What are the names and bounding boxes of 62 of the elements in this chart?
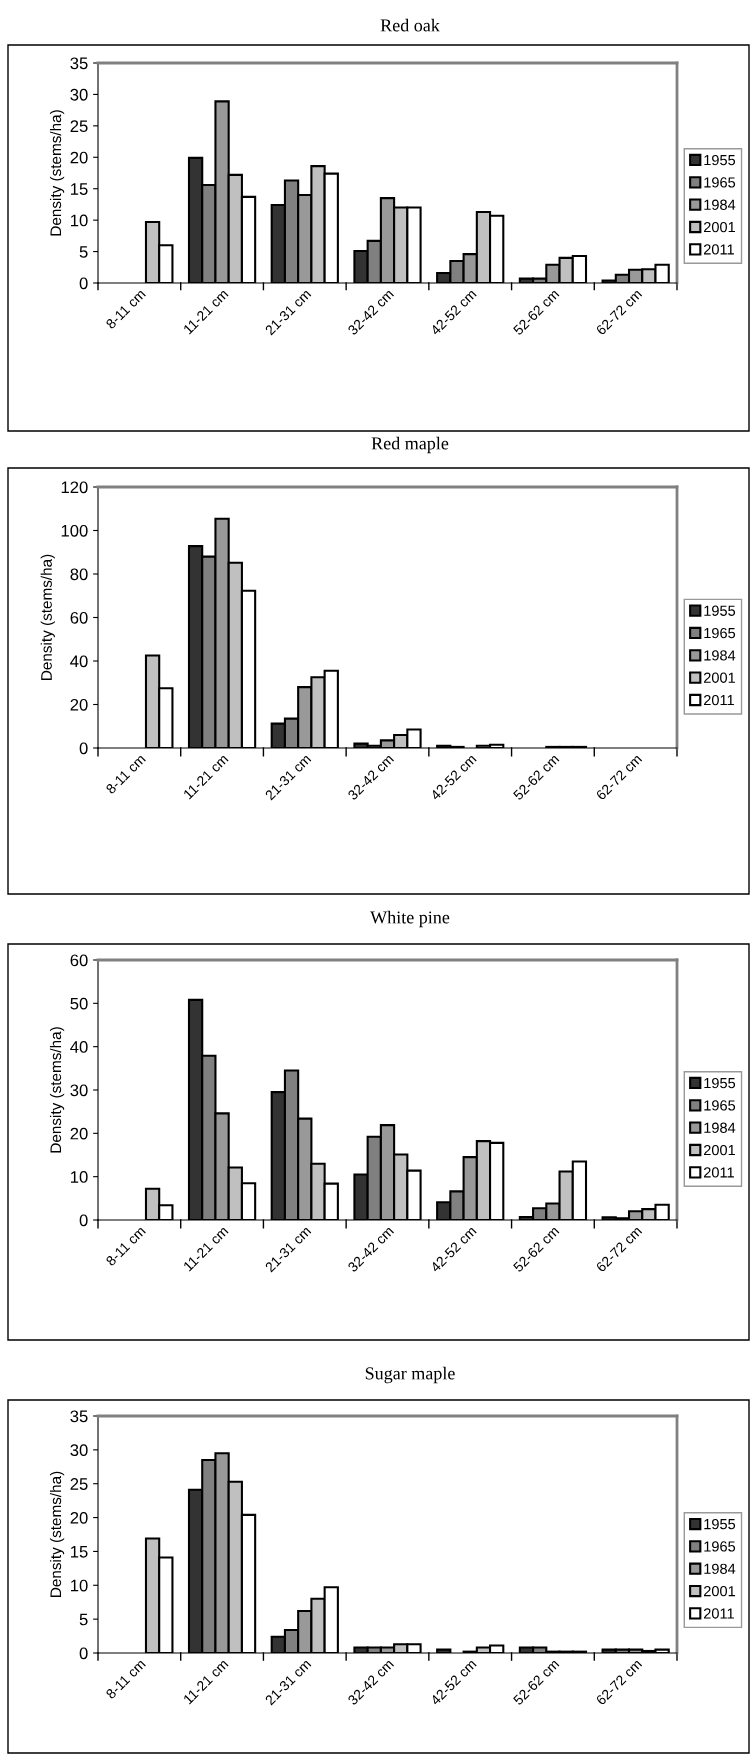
y-tick-label: 15 xyxy=(71,183,88,195)
y-tick-label: 0 xyxy=(79,742,88,755)
y-tick-label: 0 xyxy=(79,1214,88,1227)
y-tick-label: 40 xyxy=(70,655,88,668)
y-axis-title: Density (stems/ha) xyxy=(49,110,65,236)
legend-label: 1965 xyxy=(704,627,736,639)
y-tick-label: 30 xyxy=(70,1444,88,1457)
legend-label: 1955 xyxy=(704,154,736,166)
y-tick-label: 35 xyxy=(70,57,88,70)
y-tick-label: 20 xyxy=(70,698,88,711)
x-tick-label: 8-11 cm xyxy=(105,1225,146,1267)
y-tick-label: 60 xyxy=(70,611,88,624)
chart-title: White pine xyxy=(370,910,450,928)
y-tick-label: 5 xyxy=(79,1613,88,1626)
y-tick-label: 15 xyxy=(71,1546,88,1558)
legend-label: 1965 xyxy=(704,1541,736,1552)
legend-label: 1955 xyxy=(704,1518,736,1530)
legend-label: 2011 xyxy=(703,694,734,706)
legend-label: 2011 xyxy=(703,1608,734,1619)
y-tick-label: 5 xyxy=(79,246,88,258)
legend-label: 1984 xyxy=(704,650,736,661)
legend-label: 2011 xyxy=(703,1167,734,1178)
legend-label: 2001 xyxy=(703,1144,735,1156)
y-tick-label: 0 xyxy=(79,277,88,290)
y-tick-label: 30 xyxy=(70,88,88,101)
chart-title: Sugar maple xyxy=(365,1366,455,1384)
y-axis-title: Density (stems/ha) xyxy=(40,554,55,680)
legend-label: 2001 xyxy=(703,672,735,683)
legend-label: 1965 xyxy=(704,177,736,188)
legend-label: 2001 xyxy=(703,221,735,233)
y-tick-label: 20 xyxy=(70,1511,88,1524)
y-tick-label: 40 xyxy=(70,1041,88,1053)
y-tick-label: 25 xyxy=(70,1478,88,1490)
y-tick-label: 30 xyxy=(70,1084,88,1097)
y-tick-label: 20 xyxy=(70,1127,88,1140)
chart-title: Red oak xyxy=(380,18,440,32)
legend-label: 1955 xyxy=(704,605,736,616)
y-tick-label: 10 xyxy=(71,1171,88,1183)
y-tick-label: 35 xyxy=(70,1410,88,1423)
y-tick-label: 0 xyxy=(79,1647,88,1660)
legend-label: 1965 xyxy=(704,1100,736,1111)
chart-title: Red maple xyxy=(371,436,449,454)
y-tick-label: 25 xyxy=(70,120,88,133)
legend-label: 1984 xyxy=(704,199,736,210)
y-tick-label: 100 xyxy=(61,524,88,537)
x-tick-label: 8-11 cm xyxy=(105,753,146,795)
y-tick-label: 80 xyxy=(70,568,88,581)
y-axis-title: Density (stems/ha) xyxy=(49,1471,65,1597)
legend-label: 2001 xyxy=(703,1585,735,1597)
y-axis-title: Density (stems/ha) xyxy=(49,1027,65,1153)
legend-label: 1955 xyxy=(704,1077,736,1089)
x-tick-label: 8-11 cm xyxy=(105,1658,146,1700)
y-tick-label: 60 xyxy=(70,954,88,967)
legend-label: 2011 xyxy=(703,244,734,255)
x-tick-label: 8-11 cm xyxy=(105,288,146,330)
y-tick-label: 120 xyxy=(61,481,88,494)
y-tick-label: 20 xyxy=(70,151,88,164)
y-tick-label: 10 xyxy=(71,214,88,227)
y-tick-label: 50 xyxy=(70,997,88,1010)
legend-label: 1984 xyxy=(704,1122,736,1133)
legend-label: 1984 xyxy=(704,1563,736,1574)
y-tick-label: 10 xyxy=(71,1579,88,1592)
